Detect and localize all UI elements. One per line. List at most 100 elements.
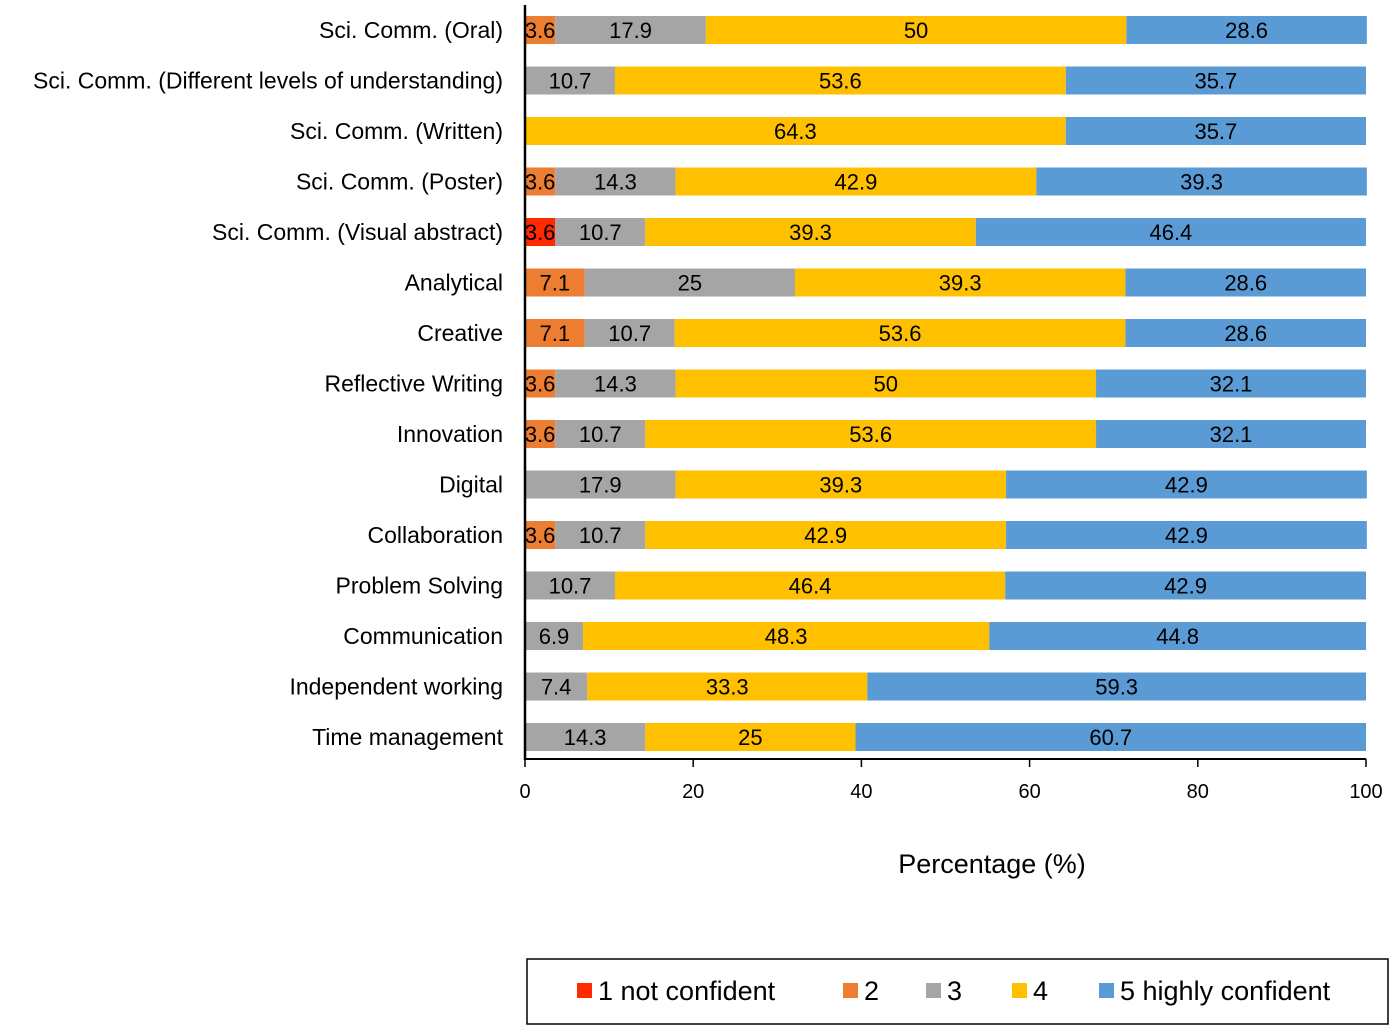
bar-segment-5-highly-confident-sci-comm-visual-abstract: [975, 218, 1366, 246]
data-label-2-creative: 7.1: [540, 321, 571, 346]
x-axis: 0 20 40 60 80 100: [519, 5, 1383, 803]
data-label-5-highly-confident-creative: 28.6: [1224, 321, 1267, 346]
data-label-3-sci-comm-poster: 14.3: [594, 170, 637, 195]
category-label-reflective-writing: Reflective Writing: [324, 371, 503, 397]
category-label-problem-solving: Problem Solving: [336, 573, 503, 599]
bar-segment-3-collaboration: [555, 521, 646, 549]
data-label-4-sci-comm-oral: 50: [904, 18, 928, 43]
data-label-4-innovation: 53.6: [849, 422, 892, 447]
legend-swatch-3: [926, 983, 941, 998]
data-label-3-sci-comm-different-levels-of-understanding: 10.7: [549, 69, 592, 94]
category-label-sci-comm-written: Sci. Comm. (Written): [290, 118, 503, 144]
data-label-3-digital: 17.9: [579, 473, 622, 498]
bar-segment-4-time-management: [645, 723, 856, 751]
bar-segment-5-highly-confident-sci-comm-oral: [1126, 16, 1367, 44]
bar-segment-3-sci-comm-different-levels-of-understanding: [525, 66, 615, 95]
data-label-5-highly-confident-time-management: 60.7: [1089, 725, 1132, 750]
data-label-3-sci-comm-visual-abstract: 10.7: [579, 220, 622, 245]
bar-segment-4-analytical: [794, 268, 1126, 297]
data-label-4-independent-working: 33.3: [706, 675, 749, 700]
bar-segment-5-highly-confident-sci-comm-poster: [1036, 167, 1367, 196]
data-label-5-highly-confident-analytical: 28.6: [1224, 271, 1267, 296]
legend-swatch-1-not-confident: [577, 983, 592, 998]
bar-segment-4-sci-comm-oral: [705, 16, 1127, 44]
data-label-3-time-management: 14.3: [564, 725, 607, 750]
bar-segment-2-sci-comm-poster: [525, 167, 556, 196]
bar-segment-2-analytical: [525, 268, 585, 297]
legend-label-1-not-confident: 1 not confident: [598, 976, 776, 1006]
category-label-innovation: Innovation: [397, 421, 503, 447]
legend-label-2: 2: [864, 976, 879, 1006]
bar-segment-4-problem-solving: [614, 571, 1006, 600]
legend-label-3: 3: [947, 976, 962, 1006]
data-label-4-sci-comm-poster: 42.9: [835, 170, 878, 195]
bar-segment-4-creative: [674, 319, 1126, 347]
category-label-sci-comm-poster: Sci. Comm. (Poster): [296, 169, 503, 195]
legend-swatch-2: [843, 983, 858, 998]
data-label-4-sci-comm-different-levels-of-understanding: 53.6: [819, 69, 862, 94]
data-label-3-communication: 6.9: [539, 624, 570, 649]
x-tick-label-40: 40: [850, 781, 872, 803]
category-label-collaboration: Collaboration: [367, 522, 503, 548]
category-label-creative: Creative: [417, 320, 503, 346]
x-tick-label-60: 60: [1018, 781, 1040, 803]
bar-segment-2-reflective-writing: [525, 369, 556, 398]
bar-segment-2-sci-comm-oral: [525, 16, 556, 44]
data-label-1-not-confident-sci-comm-visual-abstract: 3.6: [525, 220, 556, 245]
bar-segment-2-collaboration: [525, 521, 556, 549]
bar-segment-4-communication: [583, 622, 990, 650]
bars-layer: 3.6 17.9 50 28.6 10.7 53.6 35.7 64.3 35.7 3.6 14.3…: [525, 16, 1367, 751]
bar-segment-3-reflective-writing: [555, 369, 676, 398]
bar-segment-3-digital: [525, 470, 676, 499]
bar-segment-4-sci-comm-different-levels-of-understanding: [614, 66, 1066, 95]
bar-segment-3-problem-solving: [525, 571, 615, 600]
data-label-5-highly-confident-innovation: 32.1: [1210, 422, 1253, 447]
x-tick-label-80: 80: [1187, 781, 1209, 803]
data-label-3-creative: 10.7: [608, 321, 651, 346]
bar-segment-3-time-management: [525, 723, 646, 751]
bar-segment-5-highly-confident-communication: [989, 622, 1366, 650]
category-labels: Sci. Comm. (Oral) Sci. Comm. (Different l…: [33, 17, 504, 750]
bar-segment-4-collaboration: [645, 521, 1007, 549]
bar-segment-3-sci-comm-visual-abstract: [555, 218, 646, 246]
category-label-time-management: Time management: [312, 724, 504, 750]
data-label-5-highly-confident-sci-comm-different-levels-of-understanding: 35.7: [1194, 69, 1237, 94]
category-label-sci-comm-oral: Sci. Comm. (Oral): [319, 17, 503, 43]
data-label-2-sci-comm-oral: 3.6: [525, 18, 556, 43]
data-label-5-highly-confident-sci-comm-poster: 39.3: [1180, 170, 1223, 195]
category-label-independent-working: Independent working: [289, 674, 503, 700]
data-label-2-analytical: 7.1: [540, 271, 571, 296]
bar-segment-3-innovation: [555, 420, 646, 448]
bar-segment-5-highly-confident-innovation: [1096, 420, 1366, 448]
category-label-communication: Communication: [343, 623, 503, 649]
bar-segment-5-highly-confident-reflective-writing: [1096, 369, 1366, 398]
bar-segment-5-highly-confident-sci-comm-different-levels-of-understanding: [1065, 66, 1366, 95]
data-label-5-highly-confident-collaboration: 42.9: [1165, 523, 1208, 548]
data-label-3-independent-working: 7.4: [541, 675, 572, 700]
data-label-4-problem-solving: 46.4: [789, 574, 832, 599]
data-label-4-sci-comm-visual-abstract: 39.3: [789, 220, 832, 245]
bar-segment-4-sci-comm-written: [525, 117, 1066, 145]
data-label-5-highly-confident-independent-working: 59.3: [1095, 675, 1138, 700]
category-label-sci-comm-visual-abstract: Sci. Comm. (Visual abstract): [212, 219, 503, 245]
legend-swatch-5-highly-confident: [1099, 983, 1114, 998]
legend-box: [526, 958, 1389, 1025]
data-label-3-sci-comm-oral: 17.9: [609, 18, 652, 43]
legend-label-5-highly-confident: 5 highly confident: [1120, 976, 1331, 1006]
bar-segment-5-highly-confident-time-management: [855, 723, 1366, 751]
data-label-2-reflective-writing: 3.6: [525, 372, 556, 397]
bar-segment-3-creative: [584, 319, 675, 347]
bar-segment-4-sci-comm-poster: [675, 167, 1037, 196]
bar-segment-3-independent-working: [525, 672, 588, 701]
data-label-5-highly-confident-communication: 44.8: [1156, 624, 1199, 649]
bar-segment-4-digital: [675, 470, 1007, 499]
bar-segment-5-highly-confident-analytical: [1125, 268, 1366, 297]
bar-segment-5-highly-confident-problem-solving: [1005, 571, 1366, 600]
bar-segment-5-highly-confident-creative: [1125, 319, 1366, 347]
bar-segment-3-communication: [525, 622, 584, 650]
category-label-sci-comm-different-levels-of-understanding: Sci. Comm. (Different levels of understa…: [33, 68, 503, 94]
data-label-2-sci-comm-poster: 3.6: [525, 170, 556, 195]
data-label-4-sci-comm-written: 64.3: [774, 119, 817, 144]
data-label-5-highly-confident-sci-comm-visual-abstract: 46.4: [1149, 220, 1192, 245]
